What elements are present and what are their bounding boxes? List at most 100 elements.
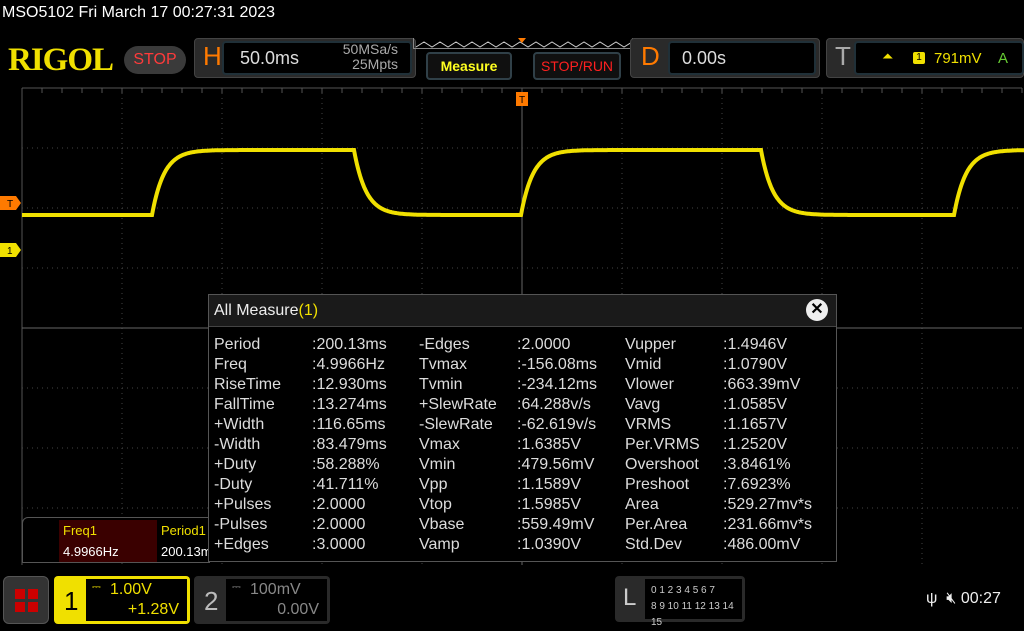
ch1-settings: ⎓ 1.00V +1.28V	[86, 579, 187, 621]
measurement-value: :12.930ms	[312, 376, 387, 393]
measurement-value: :529.27mv*s	[723, 496, 812, 513]
measurement-label: Vmax	[419, 436, 460, 453]
measurement-label: Area	[625, 496, 659, 513]
measurement-value: :-156.08ms	[517, 356, 598, 373]
measurement-value: :-62.619v/s	[517, 416, 597, 433]
menu-button[interactable]	[3, 576, 49, 624]
quick-measure-freq[interactable]: Freq1 4.9966Hz	[59, 520, 157, 562]
ch1-number: 1	[64, 586, 79, 616]
measurement-value: :1.6385V	[517, 436, 582, 453]
measurement-label: Vmin	[419, 456, 456, 473]
ch1-scale: 1.00V	[110, 581, 152, 598]
measurement-label: FallTime	[214, 396, 275, 413]
trigger-source: 1	[913, 52, 925, 64]
measurement-value: :1.0790V	[723, 356, 788, 373]
measurement-value: :41.711%	[312, 476, 379, 493]
delay-inner	[668, 41, 816, 75]
measurement-value: :2.0000	[312, 516, 366, 533]
measurement-value: :7.6923%	[723, 476, 791, 493]
measurement-label: Std.Dev	[625, 536, 682, 553]
quick-measure-period[interactable]: Period1 200.13ms	[157, 520, 209, 562]
measurement-label: Vmid	[625, 356, 662, 373]
ch1-offset: +1.28V	[127, 601, 179, 618]
clock: 00:27	[960, 590, 1001, 607]
ch2-settings: ⎓ 100mV 0.00V	[226, 579, 327, 621]
rising-edge-icon: ⏶	[882, 48, 894, 64]
trigger-level: 791mV	[934, 50, 982, 67]
measurement-label: -Duty	[214, 476, 253, 493]
measurement-value: :486.00mV	[723, 536, 801, 553]
quick-value: 200.13ms	[161, 544, 209, 559]
measurement-value: :200.13ms	[312, 336, 387, 353]
measurement-label: -SlewRate	[419, 416, 493, 433]
quick-label: Period1	[161, 523, 206, 538]
measurement-value: :1.0390V	[517, 536, 582, 553]
panel-channel: (1)	[298, 302, 319, 319]
measurement-label: Tvmin	[419, 376, 463, 393]
measurement-value: :663.39mV	[723, 376, 801, 393]
logic-row2: 8 9 10 11 12 13 14 15	[651, 601, 734, 628]
measurement-label: Vtop	[419, 496, 452, 513]
measurement-label: VRMS	[625, 416, 672, 433]
logic-channels: 0 1 2 3 4 5 6 7 8 9 10 11 12 13 14 15	[645, 579, 742, 628]
title-bar: MSO5102 Fri March 17 00:27:31 2023	[2, 4, 276, 21]
measurement-value: :1.1589V	[517, 476, 582, 493]
rigol-logo: RIGOL	[8, 42, 114, 78]
measurement-value: :1.0585V	[723, 396, 788, 413]
close-button[interactable]: ✕	[806, 299, 828, 321]
mute-icon[interactable]: 🔇︎	[946, 590, 957, 607]
measurement-value: :58.288%	[312, 456, 380, 473]
measurement-value: :3.8461%	[723, 456, 791, 473]
measurement-label: +Pulses	[214, 496, 272, 513]
measurement-label: Per.Area	[625, 516, 688, 533]
panel-header: All Measure(1)	[209, 295, 836, 327]
trigger-inner	[854, 41, 1024, 75]
quick-value: 4.9966Hz	[63, 544, 119, 559]
trigger-mode: A	[998, 50, 1009, 67]
measurement-label: +Duty	[214, 456, 257, 473]
horizontal-letter: H	[203, 41, 222, 71]
measurement-label: Vupper	[625, 336, 676, 353]
sample-rate: 50MSa/s	[342, 41, 398, 57]
measurement-label: RiseTime	[214, 376, 281, 393]
measurement-value: :13.274ms	[312, 396, 387, 413]
ch1-marker-label: 1	[7, 246, 13, 257]
logic-row1: 0 1 2 3 4 5 6 7	[651, 585, 715, 596]
measurement-value: :559.49mV	[517, 516, 595, 533]
measurement-value: :231.66mv*s	[723, 516, 812, 533]
measurement-label: +SlewRate	[419, 396, 497, 413]
run-state-badge[interactable]: STOP	[124, 46, 186, 74]
measurement-label: +Edges	[214, 536, 269, 553]
measurement-value: :2.0000	[517, 336, 571, 353]
trigger-level-label: T	[7, 199, 13, 210]
measure-button[interactable]: Measure	[426, 52, 512, 80]
ch1-waveform	[22, 148, 1024, 217]
measurement-value: :1.2520V	[723, 436, 788, 453]
status-area: ψ 🔇︎ 00:27	[926, 590, 1001, 608]
trigger-position-marker: T	[516, 92, 528, 106]
memory-depth: 25Mpts	[352, 56, 398, 72]
measurement-label: Freq	[214, 356, 247, 373]
measurement-value: :1.5985V	[517, 496, 582, 513]
measurement-label: Preshoot	[625, 476, 690, 493]
measurement-value: :1.1657V	[723, 416, 788, 433]
acquisition-info: 50MSa/s 25Mpts	[300, 42, 398, 72]
quick-measure-bar: Freq1 4.9966Hz Period1 200.13ms	[22, 517, 210, 563]
dc-coupling-icon: ⎓	[232, 581, 241, 593]
stop-run-button[interactable]: STOP/RUN	[533, 52, 621, 80]
measurement-label: -Pulses	[214, 516, 268, 533]
measurement-value: :2.0000	[312, 496, 366, 513]
quick-label: Freq1	[63, 523, 97, 538]
measurement-value: :1.4946V	[723, 336, 788, 353]
measurement-label: +Width	[214, 416, 265, 433]
ch2-scale: 100mV	[250, 581, 301, 598]
measurement-label: Vbase	[419, 516, 465, 533]
measurement-value: :116.65ms	[312, 416, 386, 433]
logic-letter: L	[623, 584, 637, 611]
measurement-value: :479.56mV	[517, 456, 595, 473]
trigger-letter: T	[835, 41, 851, 71]
usb-icon: ψ	[926, 590, 938, 607]
timebase-value: 50.0ms	[240, 48, 300, 68]
measurement-label: -Width	[214, 436, 261, 453]
measurement-value: :4.9966Hz	[312, 356, 385, 373]
